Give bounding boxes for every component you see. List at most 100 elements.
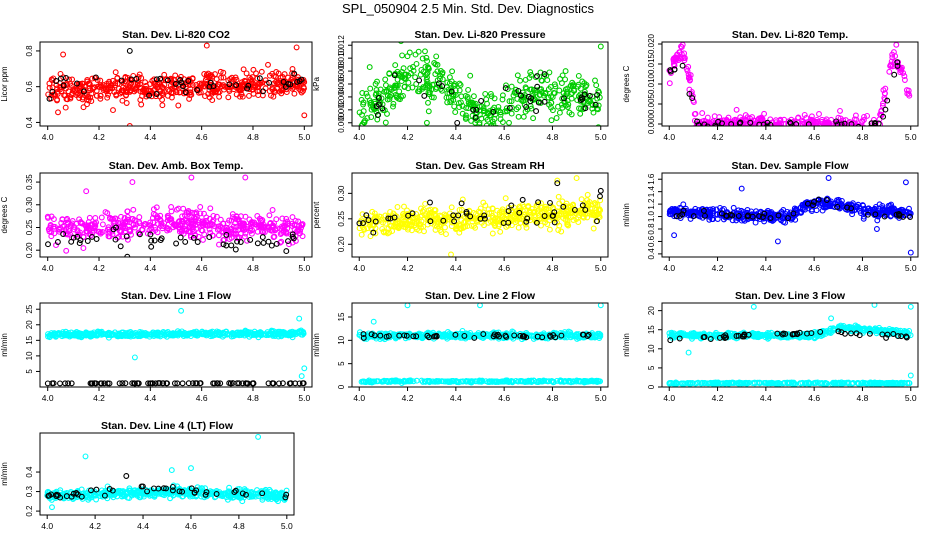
series-1-point: [562, 76, 569, 83]
series-1-point: [394, 204, 401, 210]
figure-title: SPL_050904 2.5 Min. Std. Dev. Diagnostic…: [342, 1, 594, 16]
chart-title: Stan. Dev. Li-820 Pressure: [414, 29, 545, 41]
series-1-point: [136, 220, 143, 227]
series-1-point: [388, 86, 395, 93]
series-2-point: [700, 207, 707, 214]
y-tick-label: 0.20: [337, 236, 346, 252]
y-tick-label: 0.30: [337, 185, 346, 201]
series-1-point: [171, 83, 178, 90]
series-2-point: [735, 212, 742, 219]
series-1-point: [873, 133, 878, 138]
series-1-point: [595, 124, 602, 126]
series-1-point: [65, 220, 72, 227]
series-1-point: [817, 201, 824, 208]
series-1-point: [578, 196, 585, 203]
y-tick-label: 0.35: [25, 174, 34, 190]
series-1-point: [413, 211, 420, 217]
series-1-point: [514, 95, 521, 102]
series-1-point: [376, 213, 383, 220]
series-1-point: [157, 217, 164, 224]
series-2-point: [747, 119, 754, 126]
series-1-point: [738, 185, 745, 192]
y-tick-label: 5: [25, 369, 34, 374]
series-2-point: [294, 78, 300, 85]
series-1-point: [159, 102, 166, 109]
series-1-point: [459, 110, 466, 117]
series-2-point: [472, 114, 479, 121]
series-2-point: [149, 380, 156, 387]
series-3-point: [403, 332, 410, 339]
series-2-point: [128, 76, 135, 83]
x-tick-label: 5.0: [905, 263, 917, 273]
series-1-point: [401, 203, 407, 210]
series-1-point: [691, 111, 698, 118]
series-1-point: [361, 226, 368, 233]
y-tick-label: 1.0: [647, 210, 656, 222]
series-1-point: [672, 54, 679, 61]
series-1-point: [246, 74, 253, 81]
series-2-point: [260, 239, 267, 246]
series-1-point: [266, 72, 273, 79]
series-1-point: [547, 84, 554, 90]
series-1-point: [48, 233, 55, 240]
series-2-point: [296, 380, 303, 387]
series-1-point: [379, 219, 386, 226]
series-1-point: [797, 204, 804, 211]
x-tick-label: 4.8: [547, 393, 559, 403]
series-2-point: [269, 380, 276, 387]
series-2-point: [581, 91, 588, 98]
series-2-point: [597, 193, 603, 200]
series-1-point: [713, 206, 720, 213]
series-2-point: [80, 88, 87, 95]
series-2-point: [562, 378, 569, 385]
series-1-point: [79, 220, 86, 227]
x-tick-label: 4.0: [353, 263, 365, 273]
series-1-point: [213, 328, 220, 335]
series-1-point: [546, 69, 553, 76]
series-2-point: [391, 72, 398, 79]
series-1-point: [126, 219, 133, 226]
series-2-point: [157, 237, 164, 244]
series-2-point: [117, 243, 124, 250]
x-tick-label: 5.0: [298, 393, 310, 403]
series-1-point: [134, 332, 141, 339]
series-1-point: [181, 223, 188, 230]
series-2-point: [92, 74, 99, 81]
series-1-point: [778, 127, 783, 132]
series-2-point: [179, 380, 186, 387]
series-1-point: [708, 127, 713, 132]
series-3-point: [401, 332, 408, 339]
series-2-point: [174, 380, 181, 387]
series-2-point: [767, 122, 774, 126]
series-1-point: [568, 111, 575, 118]
x-tick-label: 4.8: [857, 132, 869, 142]
series-1-point: [417, 71, 424, 78]
series-1-point: [734, 134, 739, 139]
series-1-point: [436, 83, 443, 90]
series-3-point: [547, 333, 554, 340]
series-1-point: [266, 330, 273, 337]
series-1-point: [892, 53, 899, 60]
series-2-point: [406, 377, 413, 384]
series-2-point: [419, 378, 426, 385]
series-1-point: [367, 85, 374, 92]
series-1-point: [386, 70, 393, 77]
series-2-point: [234, 238, 241, 245]
series-1-point: [119, 97, 126, 104]
series-2-point: [805, 121, 812, 126]
series-1-point: [45, 214, 51, 221]
x-tick-label: 4.2: [402, 263, 414, 273]
series-1-point: [374, 78, 380, 85]
series-1-point: [585, 200, 592, 207]
series-2-point: [413, 377, 420, 384]
series-1-point: [554, 177, 561, 184]
series-2-point: [381, 377, 388, 384]
series-1-point: [575, 219, 582, 226]
series-2-point: [287, 81, 294, 88]
series-2-point: [541, 213, 548, 219]
series-1-point: [192, 222, 199, 228]
series-1-point: [299, 331, 306, 338]
series-1-point: [488, 210, 495, 217]
series-2-point: [60, 231, 67, 237]
